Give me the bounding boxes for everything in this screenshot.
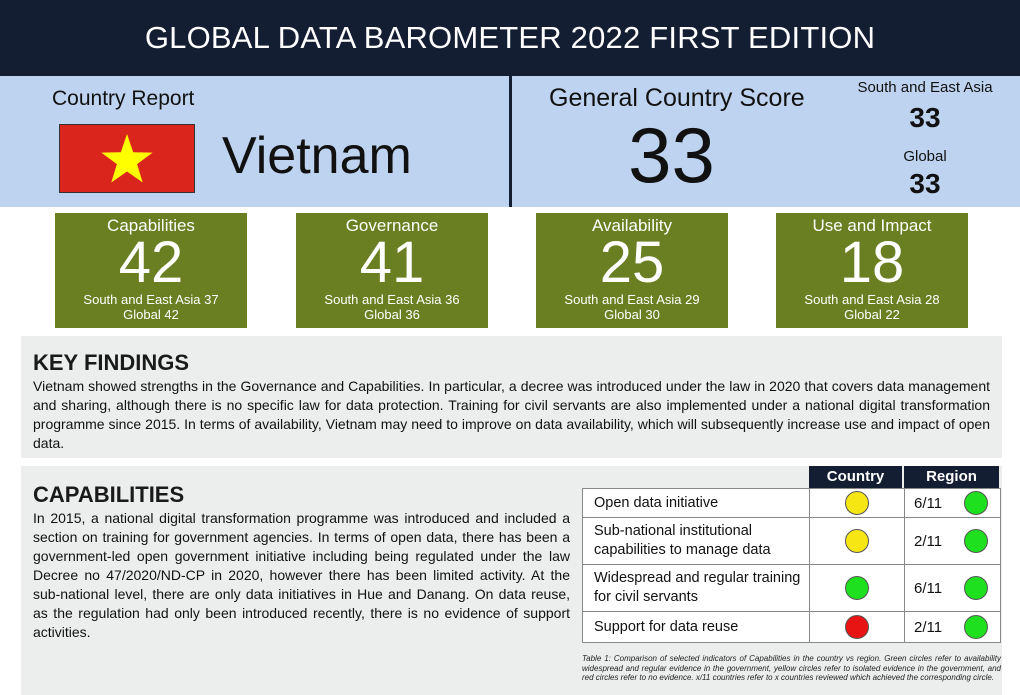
table-row: Sub-national institutional capabilities … bbox=[583, 518, 1000, 565]
country-status-cell bbox=[809, 565, 904, 611]
capabilities-heading: CAPABILITIES bbox=[33, 482, 185, 507]
title-bar: GLOBAL DATA BAROMETER 2022 FIRST EDITION bbox=[0, 0, 1020, 76]
region-score-value: 33 bbox=[909, 102, 941, 133]
country-header: Country Report Vietnam General Country S… bbox=[0, 76, 1020, 207]
table-row: Support for data reuse 2/11 bbox=[583, 612, 1000, 642]
report-title: GLOBAL DATA BAROMETER 2022 FIRST EDITION bbox=[144, 20, 876, 55]
pillar-region-score: South and East Asia 29 bbox=[564, 292, 700, 307]
indicator-label: Support for data reuse bbox=[594, 618, 739, 635]
yellow-circle-icon bbox=[844, 491, 869, 515]
region-status-cell: 2/11 bbox=[904, 529, 1000, 553]
region-status-cell: 6/11 bbox=[904, 491, 1000, 515]
flag-star-icon bbox=[101, 133, 153, 182]
red-circle-icon bbox=[844, 615, 869, 639]
header-divider bbox=[509, 76, 512, 207]
country-name: Vietnam bbox=[222, 127, 412, 185]
pillar-score: 18 bbox=[839, 230, 905, 295]
table-header-region: Region bbox=[904, 466, 999, 488]
table-row: Open data initiative 6/11 bbox=[583, 489, 1000, 518]
pillar-region-score: South and East Asia 28 bbox=[804, 292, 940, 307]
table-divider bbox=[904, 489, 905, 642]
pillar-score: 42 bbox=[118, 230, 184, 295]
region-status-cell: 2/11 bbox=[904, 615, 1000, 639]
country-status-cell bbox=[809, 612, 904, 642]
pillar-global-score: Global 36 bbox=[364, 307, 420, 322]
pillar-availability: Availability 25 South and East Asia 29 G… bbox=[536, 213, 728, 328]
country-report-label: Country Report bbox=[52, 87, 195, 110]
pillar-governance: Governance 41 South and East Asia 36 Glo… bbox=[296, 213, 488, 328]
table-header-country: Country bbox=[809, 466, 902, 488]
pillar-capabilities: Capabilities 42 South and East Asia 37 G… bbox=[55, 213, 247, 328]
pillar-global-score: Global 30 bbox=[604, 307, 660, 322]
pillar-global-score: Global 42 bbox=[123, 307, 179, 322]
pillar-score: 25 bbox=[599, 230, 665, 295]
indicator-label: Open data initiative bbox=[594, 494, 719, 511]
country-status-cell bbox=[809, 518, 904, 564]
region-count: 6/11 bbox=[914, 579, 943, 597]
pillar-global-score: Global 22 bbox=[844, 307, 900, 322]
region-score-label: South and East Asia bbox=[857, 79, 993, 96]
general-score-value: 33 bbox=[628, 111, 715, 199]
pillar-use-and-impact: Use and Impact 18 South and East Asia 28… bbox=[776, 213, 968, 328]
key-findings-section: KEY FINDINGS Vietnam showed strengths in… bbox=[21, 336, 1002, 458]
table-row: Widespread and regular training for civi… bbox=[583, 565, 1000, 612]
pillar-name: Availability bbox=[591, 216, 672, 235]
capabilities-comparison-table: Open data initiative 6/11 Sub-national i… bbox=[582, 488, 1001, 643]
green-circle-icon bbox=[964, 576, 988, 600]
green-circle-icon bbox=[844, 576, 869, 600]
global-score-value: 33 bbox=[909, 168, 941, 199]
green-circle-icon bbox=[964, 491, 988, 515]
region-count: 6/11 bbox=[914, 494, 943, 512]
indicator-label: Sub-national institutional capabilities … bbox=[594, 523, 771, 558]
pillar-name: Use and Impact bbox=[812, 216, 932, 235]
pillar-score: 41 bbox=[359, 230, 425, 295]
yellow-circle-icon bbox=[844, 529, 869, 553]
general-score-label: General Country Score bbox=[549, 84, 805, 112]
region-status-cell: 6/11 bbox=[904, 576, 1000, 600]
global-score-label: Global bbox=[903, 148, 947, 165]
vietnam-flag-icon bbox=[59, 124, 195, 193]
table-divider bbox=[809, 489, 810, 642]
capabilities-text: In 2015, a national digital transformati… bbox=[33, 510, 570, 640]
pillar-name: Capabilities bbox=[107, 216, 195, 235]
green-circle-icon bbox=[964, 615, 988, 639]
indicator-label: Widespread and regular training for civi… bbox=[594, 570, 801, 605]
table-caption: Table 1: Comparison of selected indicato… bbox=[582, 654, 1001, 682]
green-circle-icon bbox=[964, 529, 988, 553]
region-count: 2/11 bbox=[914, 532, 943, 550]
pillar-region-score: South and East Asia 36 bbox=[324, 292, 460, 307]
pillar-region-score: South and East Asia 37 bbox=[83, 292, 219, 307]
key-findings-text: Vietnam showed strengths in the Governan… bbox=[33, 378, 990, 451]
pillar-name: Governance bbox=[345, 216, 439, 235]
country-status-cell bbox=[809, 489, 904, 517]
region-count: 2/11 bbox=[914, 618, 943, 636]
key-findings-heading: KEY FINDINGS bbox=[33, 350, 190, 375]
